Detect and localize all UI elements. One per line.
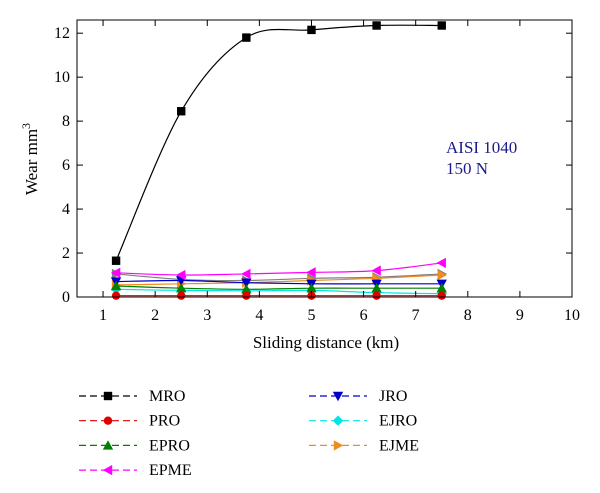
x-tick-label: 6 <box>360 307 368 324</box>
x-tick-label: 8 <box>464 307 472 324</box>
series-line <box>115 24 442 261</box>
series-line <box>116 285 442 290</box>
y-tick-label: 2 <box>62 245 70 262</box>
legend-label: MRO <box>149 388 185 405</box>
data-point <box>111 256 121 265</box>
legend-marker <box>333 440 344 451</box>
data-point <box>306 267 316 278</box>
legend-item-pro: PRO <box>79 413 180 430</box>
legend-label: PRO <box>149 413 180 430</box>
data-point <box>176 283 187 293</box>
data-point <box>241 284 252 294</box>
data-point <box>176 269 186 281</box>
data-point <box>372 21 381 30</box>
legend-label: EPME <box>149 462 192 479</box>
legend-item-epro: EPRO <box>79 437 190 454</box>
data-point <box>110 267 121 279</box>
data-point <box>241 268 251 280</box>
legend-marker <box>103 391 113 401</box>
series-line <box>116 279 442 285</box>
series-layer <box>110 21 447 300</box>
annotation-material: AISI 1040 <box>446 138 517 157</box>
data-point <box>437 291 446 300</box>
legend-label: EJME <box>379 437 419 454</box>
data-point <box>436 283 447 293</box>
data-point <box>110 280 122 291</box>
y-tick-label: 6 <box>62 157 70 174</box>
x-tick-label: 3 <box>203 307 211 324</box>
series-epme <box>110 257 446 281</box>
series-line <box>116 262 442 276</box>
x-tick-label: 1 <box>99 307 107 324</box>
series-line <box>116 274 442 286</box>
data-point <box>437 269 447 281</box>
data-point <box>371 283 382 293</box>
data-point <box>372 291 381 300</box>
svg-text:Wear mm3: Wear mm3 <box>19 123 41 195</box>
data-point <box>111 291 121 300</box>
x-tick-label: 5 <box>307 307 315 324</box>
y-axis-title: Wear mm3 <box>19 123 41 195</box>
plot-frame <box>76 19 573 298</box>
data-point <box>177 107 186 116</box>
y-tick-label: 0 <box>62 289 70 306</box>
data-point <box>437 21 446 30</box>
series-mro <box>111 21 446 265</box>
y-axis-title-text: Wear mm <box>22 129 41 195</box>
data-point <box>436 257 446 269</box>
x-tick-label: 4 <box>255 307 263 324</box>
legend-item-ejme: EJME <box>309 437 419 454</box>
data-point <box>241 278 252 288</box>
legend-marker <box>332 415 344 426</box>
legend-marker <box>102 440 114 450</box>
series-line <box>116 288 442 295</box>
series-pro <box>111 291 446 300</box>
legend-item-jro: JRO <box>309 388 407 405</box>
legend-item-mro: MRO <box>79 388 185 405</box>
legend-label: EJRO <box>379 413 417 430</box>
legend-marker <box>102 464 113 476</box>
y-axis-title-superscript: 3 <box>19 123 33 129</box>
x-axis-title: Sliding distance (km) <box>253 333 399 352</box>
x-tick-label: 10 <box>564 307 580 324</box>
legend-marker <box>103 416 113 425</box>
y-tick-label: 4 <box>62 201 70 218</box>
y-tick-label: 8 <box>62 113 70 130</box>
data-point <box>177 291 186 300</box>
x-tick-label: 9 <box>516 307 524 324</box>
series-epro <box>110 280 447 294</box>
series-line <box>116 273 442 282</box>
annotation-load: 150 N <box>446 159 488 178</box>
data-point <box>242 291 251 300</box>
y-tick-label: 10 <box>54 69 70 86</box>
legend-item-epme: EPME <box>79 462 192 479</box>
x-tick-label: 2 <box>151 307 159 324</box>
legend-item-ejro: EJRO <box>309 413 417 430</box>
data-point <box>307 25 316 35</box>
data-point <box>371 265 381 276</box>
legend-label: JRO <box>379 388 407 405</box>
legend-label: EPRO <box>149 437 190 454</box>
x-tick-label: 7 <box>412 307 420 324</box>
data-point <box>242 33 251 42</box>
y-tick-label: 12 <box>54 25 70 42</box>
legend: MRO PRO EPRO EPME JRO EJRO EJME <box>79 388 419 479</box>
legend-marker <box>332 391 344 402</box>
data-point <box>306 283 317 293</box>
